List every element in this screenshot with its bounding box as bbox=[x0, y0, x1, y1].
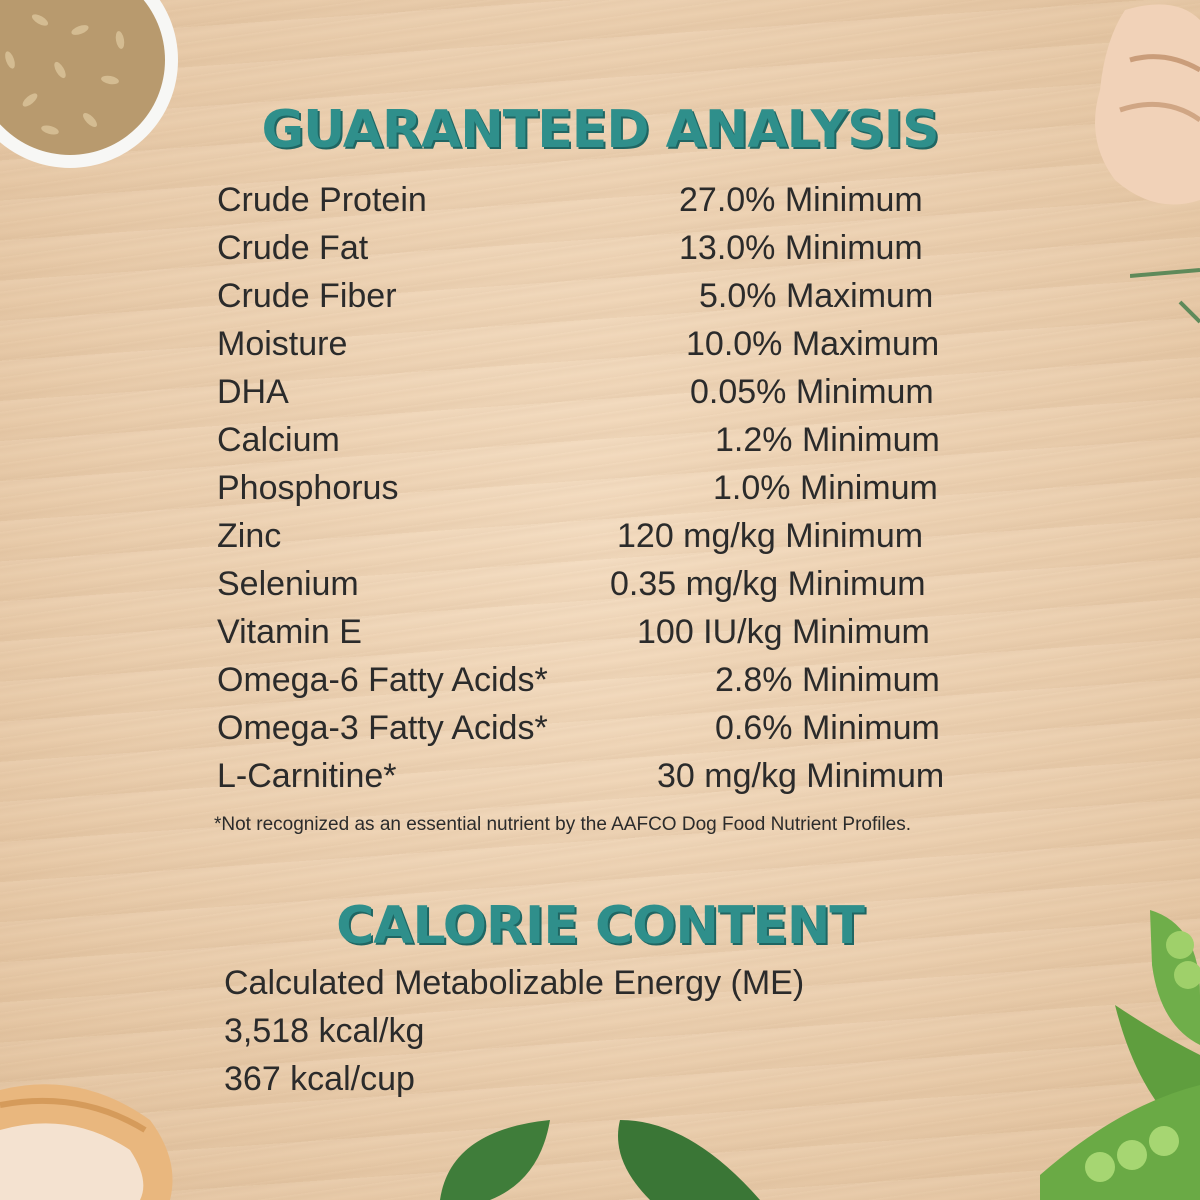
rosemary-sprig-image bbox=[1130, 268, 1200, 324]
roasted-chicken-image bbox=[0, 1084, 173, 1200]
nutrient-value: 1.2% Minimum bbox=[715, 421, 940, 459]
calorie-line: 3,518 kcal/kg bbox=[224, 1012, 425, 1050]
nutrient-label: Moisture bbox=[217, 325, 348, 363]
analysis-row: Vitamin E 100 IU/kg Minimum bbox=[217, 608, 997, 656]
nutrient-label: Crude Fat bbox=[217, 229, 369, 267]
nutrient-value: 2.8% Minimum bbox=[715, 661, 940, 699]
analysis-row: L-Carnitine* 30 mg/kg Minimum bbox=[217, 752, 997, 800]
nutrient-value: 13.0% Minimum bbox=[679, 229, 923, 267]
nutrient-value: 0.05% Minimum bbox=[690, 373, 934, 411]
nutrient-value: 27.0% Minimum bbox=[679, 181, 923, 219]
footnote: *Not recognized as an essential nutrient… bbox=[214, 814, 912, 835]
nutrient-label: DHA bbox=[217, 373, 289, 411]
calorie-line: Calculated Metabolizable Energy (ME) bbox=[224, 964, 805, 1002]
guaranteed-analysis-title: GUARANTEED ANALYSIS bbox=[261, 100, 939, 160]
nutrient-value: 0.6% Minimum bbox=[715, 709, 940, 747]
spinach-leaves-image bbox=[440, 1120, 760, 1200]
nutrient-value: 0.35 mg/kg Minimum bbox=[610, 565, 926, 603]
nutrient-label: Selenium bbox=[217, 565, 359, 603]
analysis-row: Crude Protein 27.0% Minimum bbox=[217, 176, 997, 224]
analysis-row: Omega-3 Fatty Acids* 0.6% Minimum bbox=[217, 704, 997, 752]
nutrient-value: 30 mg/kg Minimum bbox=[657, 757, 945, 795]
rice-bowl-image bbox=[0, 0, 178, 168]
nutrient-value: 1.0% Minimum bbox=[713, 469, 938, 507]
nutrient-value: 5.0% Maximum bbox=[699, 277, 934, 315]
nutrient-label: Crude Protein bbox=[217, 181, 427, 219]
calorie-content-title: CALORIE CONTENT bbox=[336, 896, 865, 956]
analysis-row: Crude Fiber 5.0% Maximum bbox=[217, 272, 997, 320]
analysis-table: Crude Protein 27.0% Minimum Crude Fat 13.0… bbox=[217, 176, 997, 800]
analysis-row: Moisture 10.0% Maximum bbox=[217, 320, 997, 368]
nutrient-label: Calcium bbox=[217, 421, 340, 459]
nutrient-label: L-Carnitine* bbox=[217, 757, 397, 795]
analysis-row: Phosphorus 1.0% Minimum bbox=[217, 464, 997, 512]
nutrient-value: 10.0% Maximum bbox=[686, 325, 940, 363]
analysis-row: DHA 0.05% Minimum bbox=[217, 368, 997, 416]
analysis-row: Omega-6 Fatty Acids* 2.8% Minimum bbox=[217, 656, 997, 704]
calorie-line: 367 kcal/cup bbox=[224, 1060, 415, 1098]
chicken-slices-image bbox=[1095, 4, 1200, 205]
nutrient-label: Vitamin E bbox=[217, 613, 362, 651]
analysis-row: Calcium 1.2% Minimum bbox=[217, 416, 997, 464]
nutrient-label: Omega-6 Fatty Acids* bbox=[217, 661, 548, 699]
nutrient-label: Phosphorus bbox=[217, 469, 399, 507]
analysis-row: Selenium 0.35 mg/kg Minimum bbox=[217, 560, 997, 608]
peas-image bbox=[1040, 910, 1200, 1200]
nutrient-label: Omega-3 Fatty Acids* bbox=[217, 709, 548, 747]
nutrient-label: Crude Fiber bbox=[217, 277, 397, 315]
nutrient-value: 120 mg/kg Minimum bbox=[617, 517, 924, 555]
nutrient-label: Zinc bbox=[217, 517, 282, 555]
analysis-row: Crude Fat 13.0% Minimum bbox=[217, 224, 997, 272]
analysis-row: Zinc 120 mg/kg Minimum bbox=[217, 512, 997, 560]
nutrient-value: 100 IU/kg Minimum bbox=[637, 613, 930, 651]
